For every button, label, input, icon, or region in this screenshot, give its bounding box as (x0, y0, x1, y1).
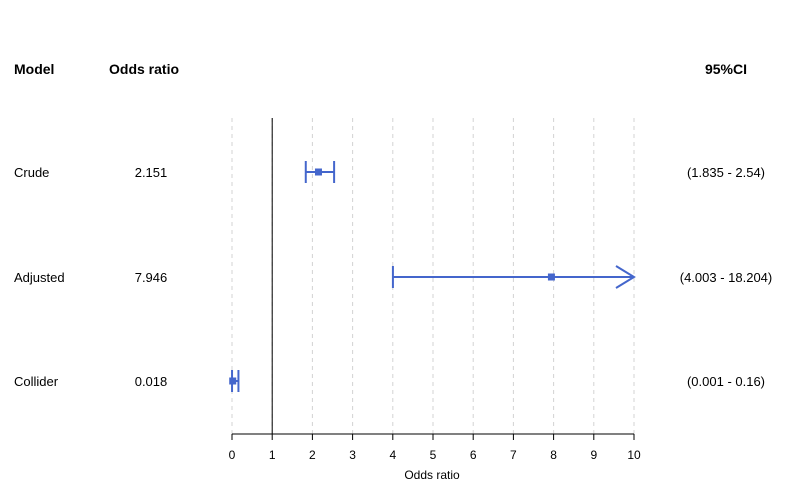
x-axis: 0 1 2 3 4 5 6 7 8 9 10 (229, 433, 641, 462)
row-ci-value: (4.003 - 18.204) (680, 270, 773, 285)
x-axis-label: Odds ratio (404, 468, 460, 482)
x-tick-label: 3 (349, 448, 356, 462)
rows: Crude 2.151 (1.835 - 2.54) Adjusted 7.946 (4.… (14, 161, 772, 392)
row-model-label: Adjusted (14, 270, 65, 285)
header-odds-ratio: Odds ratio (109, 61, 179, 77)
row-model-label: Collider (14, 374, 59, 389)
row-crude: Crude 2.151 (1.835 - 2.54) (14, 161, 765, 183)
x-tick-label: 9 (590, 448, 597, 462)
point-estimate (229, 377, 237, 385)
row-collider: Collider 0.018 (0.001 - 0.16) (14, 370, 765, 392)
row-odds-ratio-value: 0.018 (135, 374, 168, 389)
row-adjusted: Adjusted 7.946 (4.003 - 18.204) (14, 265, 773, 289)
x-tick-label: 0 (229, 448, 236, 462)
x-tick-label: 1 (269, 448, 276, 462)
row-odds-ratio-value: 2.151 (135, 165, 168, 180)
header-model: Model (14, 61, 54, 77)
x-tick-label: 10 (627, 448, 641, 462)
ci-upper-arrow (615, 265, 636, 289)
x-tick-label: 7 (510, 448, 517, 462)
point-estimate (547, 273, 555, 281)
x-tick-label: 2 (309, 448, 316, 462)
row-model-label: Crude (14, 165, 49, 180)
row-ci-value: (0.001 - 0.16) (687, 374, 765, 389)
header-ci: 95%CI (705, 61, 747, 77)
x-tick-label: 8 (550, 448, 557, 462)
row-ci-value: (1.835 - 2.54) (687, 165, 765, 180)
point-estimate (314, 168, 322, 176)
x-tick-label: 4 (389, 448, 396, 462)
row-odds-ratio-value: 7.946 (135, 270, 168, 285)
x-tick-label: 6 (470, 448, 477, 462)
x-tick-label: 5 (430, 448, 437, 462)
